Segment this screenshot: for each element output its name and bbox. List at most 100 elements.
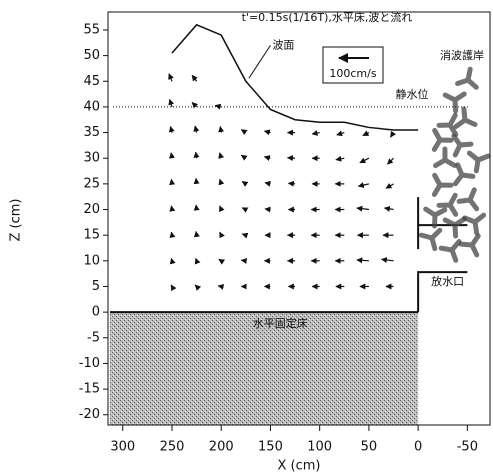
y-tick-label: -15 xyxy=(79,382,100,397)
velocity-vector xyxy=(357,182,370,188)
velocity-vector xyxy=(194,284,202,291)
velocity-vector xyxy=(287,180,296,187)
tetrapod xyxy=(455,66,479,90)
y-tick-label: 50 xyxy=(83,48,100,63)
velocity-vector xyxy=(240,129,248,136)
tetrapod xyxy=(423,206,448,229)
velocity-vector xyxy=(218,258,225,265)
tetrapod xyxy=(438,239,462,263)
wave-surface xyxy=(171,23,419,131)
tetrapod xyxy=(431,127,454,152)
velocity-vector xyxy=(390,130,397,138)
velocity-vector xyxy=(335,155,345,162)
x-tick-label: 100 xyxy=(307,440,332,455)
velocity-vector xyxy=(218,178,225,186)
velocity-vector xyxy=(194,257,201,265)
velocity-vector xyxy=(217,283,225,290)
velocity-vector xyxy=(169,257,176,265)
x-tick-label: 50 xyxy=(361,440,378,455)
y-tick-label: 0 xyxy=(92,305,100,320)
floor-label: 水平固定床 xyxy=(253,316,308,330)
velocity-vector xyxy=(193,151,200,159)
y-tick-label: -10 xyxy=(79,356,100,371)
tetrapod xyxy=(418,227,443,252)
velocity-vector xyxy=(169,205,176,212)
tetrapod xyxy=(453,106,478,129)
y-tick-label: 30 xyxy=(83,151,100,166)
y-tick-label: 10 xyxy=(83,253,100,268)
tetrapod xyxy=(451,133,474,158)
velocity-vector xyxy=(240,154,248,161)
velocity-vector xyxy=(168,125,175,133)
outlet-label: 放水口 xyxy=(431,274,464,288)
velocity-vector xyxy=(169,152,175,159)
velocity-vector xyxy=(380,257,394,263)
velocity-vector xyxy=(191,74,198,82)
tetrapod xyxy=(433,146,458,169)
velocity-vector xyxy=(214,103,222,110)
x-tick-label: 300 xyxy=(110,440,135,455)
velocity-vector xyxy=(311,130,320,136)
velocity-vector xyxy=(263,155,271,161)
tetrapod xyxy=(442,216,467,239)
x-tick-label: 250 xyxy=(160,440,185,455)
velocity-vector xyxy=(218,152,225,159)
velocity-vector xyxy=(241,180,249,187)
velocity-vector xyxy=(169,178,176,186)
breakwater-label: 消波護岸 xyxy=(440,48,484,62)
velocity-vector xyxy=(241,207,249,213)
x-axis-label: X (cm) xyxy=(278,459,321,474)
y-tick-label: -20 xyxy=(79,407,100,422)
tetrapod xyxy=(436,192,459,217)
tetrapod xyxy=(436,112,459,137)
y-tick-label: -5 xyxy=(87,330,100,345)
velocity-vector xyxy=(218,125,225,133)
y-tick-label: 40 xyxy=(83,99,100,114)
x-tick-label: 200 xyxy=(209,440,234,455)
tetrapod xyxy=(442,91,467,114)
floor xyxy=(110,312,419,425)
surface-label: 波面 xyxy=(272,38,294,51)
tetrapod xyxy=(452,162,476,187)
velocity-vector xyxy=(168,98,175,108)
outlet-wall xyxy=(417,197,468,313)
tetrapod xyxy=(466,150,491,174)
velocity-vector xyxy=(286,155,296,162)
still-water-label: 静水位 xyxy=(396,87,429,101)
velocity-vector xyxy=(219,231,225,239)
velocity-vector xyxy=(356,205,369,212)
velocity-vector xyxy=(168,73,174,82)
velocity-vector xyxy=(387,157,394,165)
x-tick-label: -50 xyxy=(457,440,478,455)
y-axis-label: Z (cm) xyxy=(9,199,24,242)
velocity-vector xyxy=(385,183,394,189)
velocity-vector xyxy=(362,130,370,137)
velocity-vector xyxy=(336,130,345,137)
chart-title: t'=0.15s(1/16T),水平床,波と流れ xyxy=(242,10,413,24)
y-tick-label: 25 xyxy=(83,176,100,191)
velocity-vector xyxy=(356,257,369,264)
tetrapod xyxy=(431,172,454,197)
velocity-vector xyxy=(193,125,200,133)
velocity-vector xyxy=(241,232,249,239)
reference-box xyxy=(322,46,384,84)
velocity-vector xyxy=(263,129,271,136)
velocity-vector xyxy=(169,231,176,239)
y-tick-label: 5 xyxy=(92,279,100,294)
velocity-vector xyxy=(240,257,248,264)
velocity-vector xyxy=(193,177,200,185)
y-tick-label: 20 xyxy=(83,202,100,217)
velocity-vector xyxy=(191,101,199,109)
velocity-vector xyxy=(383,205,394,212)
tetrapod xyxy=(458,233,481,258)
surface-pointer xyxy=(248,45,271,79)
y-tick-label: 15 xyxy=(83,228,100,243)
x-tick-label: 0 xyxy=(414,440,422,455)
y-tick-label: 35 xyxy=(83,125,100,140)
x-tick-label: 150 xyxy=(258,440,283,455)
tetrapod xyxy=(462,212,487,236)
plot-frame xyxy=(107,11,491,426)
velocity-vector xyxy=(193,230,200,238)
velocity-vector xyxy=(193,204,200,211)
